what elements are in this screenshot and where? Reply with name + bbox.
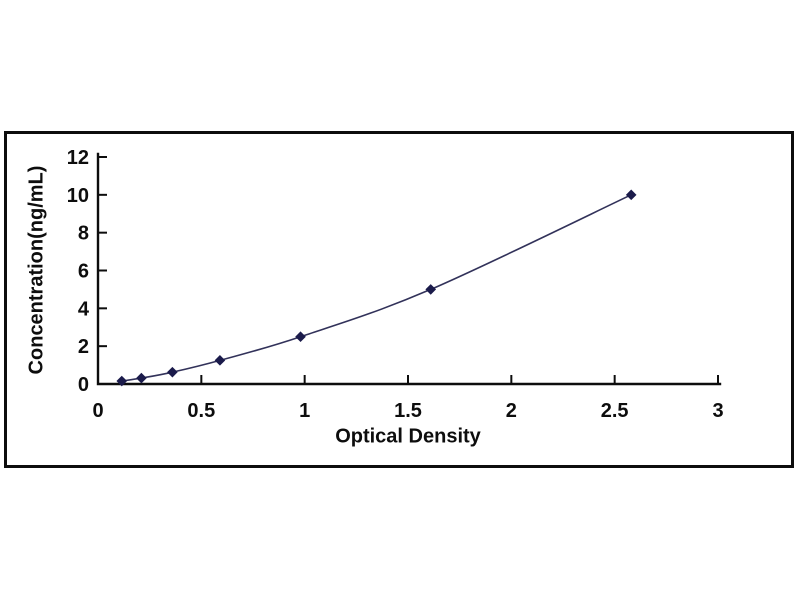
x-tick-label: 3 (712, 400, 723, 422)
x-tick-label: 1.5 (394, 400, 422, 422)
x-tick-label: 2.5 (601, 400, 629, 422)
data-point-marker (116, 375, 128, 387)
axis-spines (96, 152, 722, 386)
data-point-marker (295, 331, 306, 343)
data-point-marker (214, 355, 226, 366)
y-tick-label: 4 (78, 298, 90, 320)
y-axis-title: Concentration(ng/mL) (25, 165, 48, 375)
y-tick-label: 8 (78, 223, 89, 245)
x-axis-title: Optical Density (335, 425, 481, 448)
y-tick-label: 2 (78, 336, 89, 358)
plot-axes (96, 152, 722, 386)
y-tick-label: 12 (67, 147, 89, 169)
plot-tick-labels: 0 0.5 1 1.5 2 2.5 3 0 2 4 6 8 10 12 (67, 147, 724, 422)
data-point-marker (425, 284, 437, 295)
x-tick-label: 2 (506, 400, 517, 422)
chart-frame (4, 131, 794, 468)
data-point-marker (136, 372, 147, 384)
y-tick-label: 0 (78, 374, 89, 396)
x-tick-label: 0 (92, 400, 103, 422)
y-tick-label: 6 (78, 261, 89, 283)
data-point-marker (625, 189, 637, 201)
standard-curve-line (121, 194, 632, 382)
y-tick-label: 10 (67, 185, 89, 207)
plot-series (116, 189, 637, 387)
x-tick-label: 1 (299, 400, 310, 422)
x-tick-label: 0.5 (187, 400, 215, 422)
data-point-marker (167, 366, 178, 378)
